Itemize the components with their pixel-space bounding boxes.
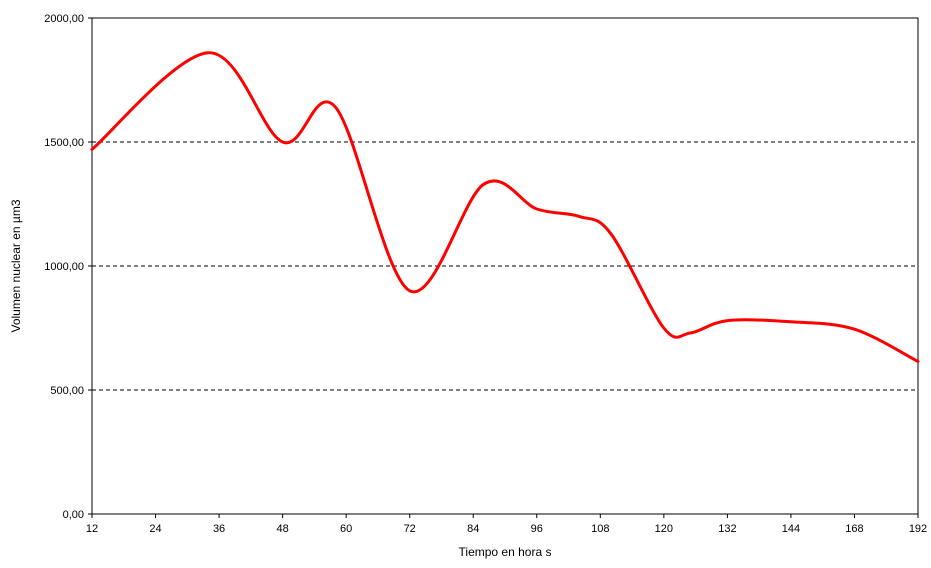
y-tick-label: 1500,00 [44, 137, 84, 149]
x-tick-label: 60 [340, 523, 352, 535]
series-line-1 [90, 51, 920, 363]
x-tick-label: 168 [845, 523, 863, 535]
y-axis-ticks: 0,00 500,00 1000,00 1500,00 2000,00 [44, 13, 92, 521]
x-tick-label: 120 [655, 523, 673, 535]
x-axis-label: Tiempo en hora s [459, 545, 552, 559]
x-tick-label: 36 [213, 523, 225, 535]
y-axis-label: Volumen nuclear en µm3 [9, 199, 23, 332]
x-axis-ticks: 12 24 36 48 60 72 84 96 108 120 132 144 168 192 [86, 514, 927, 535]
series-group [90, 51, 920, 363]
x-tick-label: 72 [404, 523, 416, 535]
x-tick-label: 192 [909, 523, 927, 535]
gridlines [92, 141, 918, 391]
y-tick-label: 500,00 [50, 385, 84, 397]
y-tick-label: 0,00 [63, 509, 84, 521]
x-tick-label: 96 [531, 523, 543, 535]
x-tick-label: 12 [86, 523, 98, 535]
x-tick-label: 132 [718, 523, 736, 535]
x-tick-label: 84 [467, 523, 479, 535]
x-tick-label: 108 [591, 523, 609, 535]
x-tick-label: 48 [276, 523, 288, 535]
x-tick-label: 144 [782, 523, 800, 535]
y-tick-label: 1000,00 [44, 261, 84, 273]
y-tick-label: 2000,00 [44, 13, 84, 25]
x-tick-label: 24 [149, 523, 161, 535]
